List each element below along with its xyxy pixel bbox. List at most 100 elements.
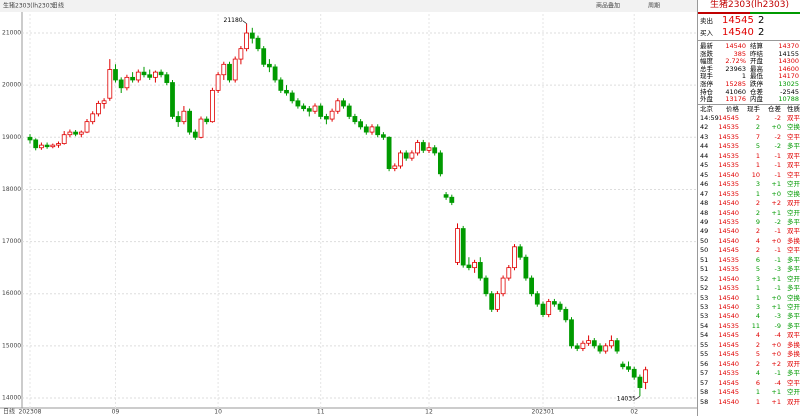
trade-cell: 14545: [718, 331, 739, 340]
trade-cell: 57: [700, 369, 709, 378]
trade-cell: 14540: [718, 170, 739, 179]
trade-cell: 45: [700, 161, 709, 170]
trade-cell: 空平: [787, 246, 800, 255]
stat-value: 385: [733, 49, 746, 58]
candle-body: [392, 165, 398, 169]
trade-cell: -1: [774, 369, 781, 378]
candle-body: [329, 110, 335, 120]
trade-cell: 51: [700, 265, 709, 274]
x-tick-label: 202308: [19, 409, 42, 416]
candle-body: [546, 301, 552, 315]
candle-body: [295, 100, 301, 107]
trade-cell: 55: [700, 350, 709, 359]
trade-cell: 14535: [718, 217, 739, 226]
candle-body: [130, 76, 136, 81]
stat-label: 内盘: [750, 95, 763, 104]
trade-cell: 空开: [787, 274, 800, 283]
trade-header: 北京: [700, 105, 713, 113]
trade-cell: +1: [771, 397, 781, 406]
stat-value: 2.72%: [725, 57, 746, 66]
trade-cell: 多平: [787, 321, 800, 330]
trade-cell: 14540: [718, 199, 739, 208]
period-button[interactable]: 周期: [648, 2, 660, 10]
trade-cell: 53: [700, 312, 709, 321]
trade-cell: 空开: [787, 180, 800, 189]
candle-body: [358, 121, 364, 128]
trade-cell: 2: [755, 114, 760, 122]
candle-body: [603, 345, 609, 352]
x-tick-label: 202301: [532, 409, 555, 416]
candle-body: [477, 262, 483, 279]
candle-body: [426, 147, 432, 151]
stat-value: 10788: [778, 95, 799, 104]
trade-cell: 48: [700, 199, 709, 208]
trade-cell: 多平: [787, 142, 800, 151]
trade-cell: 14535: [718, 255, 739, 264]
title-underline: [698, 12, 750, 14]
trade-cell: +1: [771, 180, 781, 189]
x-tick-label: 12: [425, 409, 433, 416]
candle-body: [489, 293, 495, 310]
trade-cell: 14535: [718, 123, 739, 132]
candle-body: [534, 293, 540, 305]
trade-cell: 56: [700, 359, 709, 368]
trade-cell: 54: [700, 331, 709, 340]
candle-body: [569, 319, 574, 347]
trade-cell: 42: [700, 123, 709, 132]
trade-cell: +0: [771, 350, 781, 359]
candle-body: [455, 228, 460, 263]
trade-cell: 14540: [718, 227, 739, 236]
overlay-button[interactable]: 商品叠加: [596, 2, 620, 10]
trade-cell: 多换: [787, 236, 800, 245]
trade-cell: 5: [755, 350, 760, 359]
separator: [698, 40, 800, 41]
candle-body: [175, 116, 181, 123]
candle-body: [96, 103, 101, 115]
candle-body: [187, 110, 193, 133]
candle-body: [420, 142, 426, 151]
trade-cell: 58: [700, 397, 709, 406]
trade-cell: +0: [771, 123, 781, 132]
stat-value: 14170: [778, 72, 799, 81]
trade-cell: 空开: [787, 208, 800, 217]
trade-cell: +1: [771, 388, 781, 397]
separator: [698, 104, 800, 105]
trade-cell: -4: [774, 331, 781, 340]
quote-panel: 生猪2303(lh2303) 卖出 14545 2 买入 14540 2 最新 14540 结算 1…: [697, 0, 800, 416]
candle-body: [563, 308, 569, 321]
trade-cell: -9: [774, 321, 781, 330]
trade-cell: 49: [700, 227, 709, 236]
candle-body: [209, 89, 215, 123]
trade-cell: 14535: [718, 151, 739, 160]
trade-cell: 9: [755, 217, 760, 226]
candle-body: [170, 82, 175, 117]
x-tick-label: 11: [317, 409, 325, 416]
trade-cell: 14545: [718, 378, 739, 387]
candle-body: [192, 131, 198, 138]
trade-cell: 48: [700, 208, 709, 217]
stat-value: 23963: [725, 64, 746, 73]
trade-cell: 44: [700, 151, 709, 160]
trade-cell: 5: [755, 142, 760, 151]
stat-label: 开盘: [750, 57, 763, 66]
candle-body: [591, 340, 597, 347]
trade-cell: 45: [700, 170, 709, 179]
candle-body: [204, 118, 210, 123]
trade-cell: 双平: [787, 151, 800, 160]
trade-cell: 14:59: [700, 114, 719, 122]
x-tick-label: 02: [630, 409, 638, 416]
candle-body: [643, 369, 648, 383]
bid-price: 14540: [722, 27, 754, 38]
candle-body: [221, 63, 227, 76]
candle-body: [386, 136, 392, 169]
candle-body: [552, 301, 557, 305]
candle-body: [255, 37, 261, 50]
candle-body: [341, 100, 346, 107]
toolbar: [0, 0, 697, 12]
trade-cell: -1: [774, 284, 781, 293]
candle-body: [574, 345, 580, 349]
candle-body: [164, 74, 170, 83]
candle-body: [158, 71, 164, 76]
trade-cell: 14535: [718, 284, 739, 293]
title-underline-2: [750, 12, 800, 14]
